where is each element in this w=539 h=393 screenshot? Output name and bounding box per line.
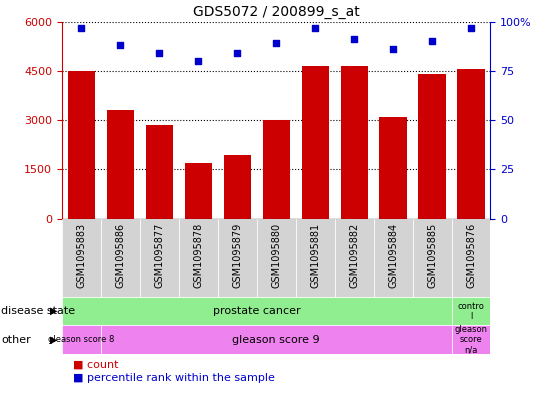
Bar xyxy=(301,66,329,219)
Text: GSM1095878: GSM1095878 xyxy=(194,222,203,288)
Title: GDS5072 / 200899_s_at: GDS5072 / 200899_s_at xyxy=(193,5,360,19)
Bar xyxy=(374,219,412,297)
Bar xyxy=(296,219,335,297)
Bar xyxy=(107,110,134,219)
Bar xyxy=(218,219,257,297)
Point xyxy=(311,24,320,31)
Bar xyxy=(62,219,101,297)
Point xyxy=(116,42,125,48)
Point xyxy=(194,58,203,64)
Text: gleason
score
n/a: gleason score n/a xyxy=(454,325,487,354)
Text: GSM1095882: GSM1095882 xyxy=(349,222,359,288)
Text: GSM1095884: GSM1095884 xyxy=(388,222,398,288)
Text: gleason score 9: gleason score 9 xyxy=(232,334,320,345)
Bar xyxy=(62,325,101,354)
Bar xyxy=(452,297,490,325)
Bar xyxy=(341,66,368,219)
Text: GSM1095877: GSM1095877 xyxy=(154,222,164,288)
Bar xyxy=(262,120,290,219)
Text: GSM1095881: GSM1095881 xyxy=(310,222,320,288)
Bar xyxy=(179,219,218,297)
Bar xyxy=(418,74,446,219)
Point xyxy=(77,24,86,31)
Bar xyxy=(335,219,374,297)
Point xyxy=(350,36,358,42)
Text: ■ count: ■ count xyxy=(73,360,118,370)
Bar xyxy=(68,71,95,219)
Bar xyxy=(101,325,452,354)
Bar xyxy=(224,154,251,219)
Text: contro
l: contro l xyxy=(458,301,485,321)
Bar xyxy=(452,219,490,297)
Text: GSM1095883: GSM1095883 xyxy=(77,222,86,288)
Point xyxy=(428,38,437,44)
Text: GSM1095876: GSM1095876 xyxy=(466,222,476,288)
Text: ▶: ▶ xyxy=(50,306,58,316)
Bar xyxy=(412,219,452,297)
Bar xyxy=(257,219,296,297)
Bar xyxy=(146,125,173,219)
Text: ■ percentile rank within the sample: ■ percentile rank within the sample xyxy=(73,373,275,383)
Text: GSM1095879: GSM1095879 xyxy=(232,222,243,288)
Text: GSM1095886: GSM1095886 xyxy=(115,222,126,288)
Bar xyxy=(140,219,179,297)
Point xyxy=(155,50,164,56)
Bar xyxy=(458,69,485,219)
Text: GSM1095885: GSM1095885 xyxy=(427,222,437,288)
Point xyxy=(233,50,241,56)
Bar xyxy=(101,219,140,297)
Text: gleason score 8: gleason score 8 xyxy=(49,335,115,344)
Text: other: other xyxy=(1,334,31,345)
Point xyxy=(389,46,397,52)
Bar xyxy=(185,163,212,219)
Point xyxy=(272,40,280,46)
Bar xyxy=(452,325,490,354)
Bar xyxy=(379,117,407,219)
Text: prostate cancer: prostate cancer xyxy=(213,306,301,316)
Text: ▶: ▶ xyxy=(50,334,58,345)
Text: GSM1095880: GSM1095880 xyxy=(271,222,281,288)
Text: disease state: disease state xyxy=(1,306,75,316)
Point xyxy=(467,24,475,31)
